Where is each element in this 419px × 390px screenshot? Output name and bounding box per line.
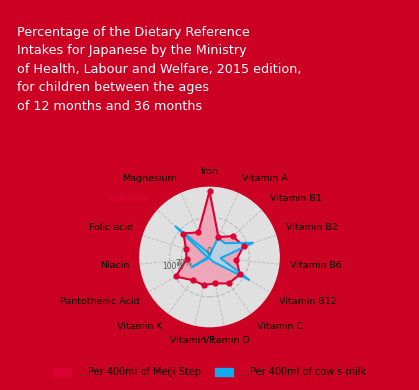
Text: Calcium: Calcium — [107, 194, 150, 203]
Text: Iron: Iron — [200, 167, 219, 176]
Text: Folic acid: Folic acid — [89, 223, 133, 232]
Text: Magnesium: Magnesium — [122, 174, 177, 183]
Legend: ...Per 400ml of Meiji Step, ...Per 400ml of cow’s milk: ...Per 400ml of Meiji Step, ...Per 400ml… — [49, 363, 370, 381]
Text: Vitamin A: Vitamin A — [242, 174, 288, 183]
Text: 100%: 100% — [163, 262, 184, 271]
Text: Pantothenic Acid: Pantothenic Acid — [60, 297, 140, 307]
Text: Vitamin E: Vitamin E — [170, 336, 215, 345]
Text: Vitamin B1: Vitamin B1 — [269, 194, 321, 203]
Polygon shape — [176, 226, 253, 280]
Text: Vitamin B6: Vitamin B6 — [290, 261, 341, 270]
Text: 0: 0 — [207, 246, 212, 255]
Text: Vitamin K: Vitamin K — [116, 323, 162, 332]
Text: 70%: 70% — [176, 259, 192, 268]
Text: Niacin: Niacin — [100, 261, 129, 270]
Text: Vitamin D: Vitamin D — [203, 336, 250, 345]
Text: Vitamin C: Vitamin C — [257, 323, 303, 332]
Text: Vitamin B12: Vitamin B12 — [279, 297, 337, 307]
Polygon shape — [176, 191, 243, 285]
Circle shape — [140, 187, 279, 326]
Text: Percentage of the Dietary Reference
Intakes for Japanese by the Ministry
of Heal: Percentage of the Dietary Reference Inta… — [17, 26, 301, 113]
Text: Vitamin B2: Vitamin B2 — [286, 223, 338, 232]
